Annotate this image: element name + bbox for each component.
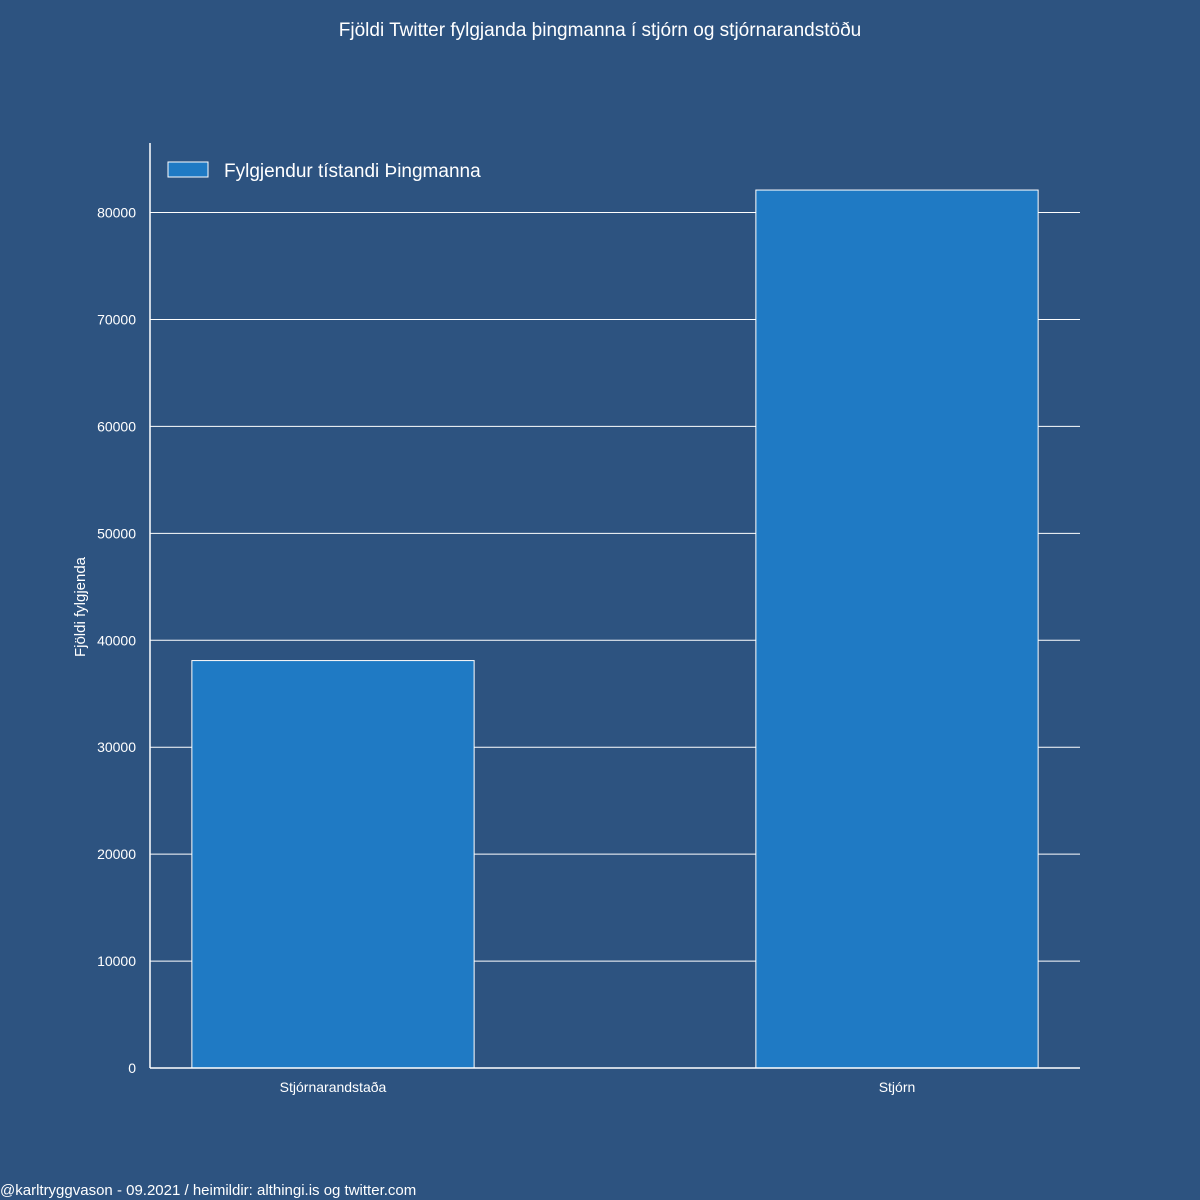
bars bbox=[191, 189, 1039, 1069]
legend-label: Fylgjendur tístandi Þingmanna bbox=[224, 161, 481, 182]
x-tick-label: Stjórnarandstaða bbox=[280, 1079, 387, 1095]
y-axis-label: Fjöldi fylgjenda bbox=[72, 556, 89, 657]
y-tick-label: 80000 bbox=[97, 205, 136, 221]
y-tick-label: 10000 bbox=[97, 953, 136, 969]
y-tick-label: 30000 bbox=[97, 739, 136, 755]
y-tick-label: 40000 bbox=[97, 632, 136, 648]
legend-swatch bbox=[167, 161, 209, 178]
x-tick-label: Stjórn bbox=[879, 1079, 916, 1095]
x-tick-labels: Stjórnarandstaða Stjórn bbox=[280, 1079, 916, 1095]
bar-0 bbox=[191, 660, 475, 1069]
chart-title: Fjöldi Twitter fylgjanda þingmanna í stj… bbox=[338, 20, 862, 41]
legend: Fylgjendur tístandi Þingmanna bbox=[167, 161, 481, 182]
y-tick-label: 0 bbox=[128, 1060, 136, 1076]
y-tick-label: 70000 bbox=[97, 311, 136, 327]
bar-1 bbox=[755, 189, 1039, 1069]
y-tick-label: 50000 bbox=[97, 525, 136, 541]
footer-credit: @karltryggvason - 09.2021 / heimildir: a… bbox=[0, 1182, 417, 1199]
axes bbox=[149, 143, 1080, 1069]
y-tick-label: 60000 bbox=[97, 418, 136, 434]
y-tick-label: 20000 bbox=[97, 846, 136, 862]
y-tick-labels: 0 10000 20000 30000 40000 50000 60000 70000 8000… bbox=[97, 205, 136, 1076]
